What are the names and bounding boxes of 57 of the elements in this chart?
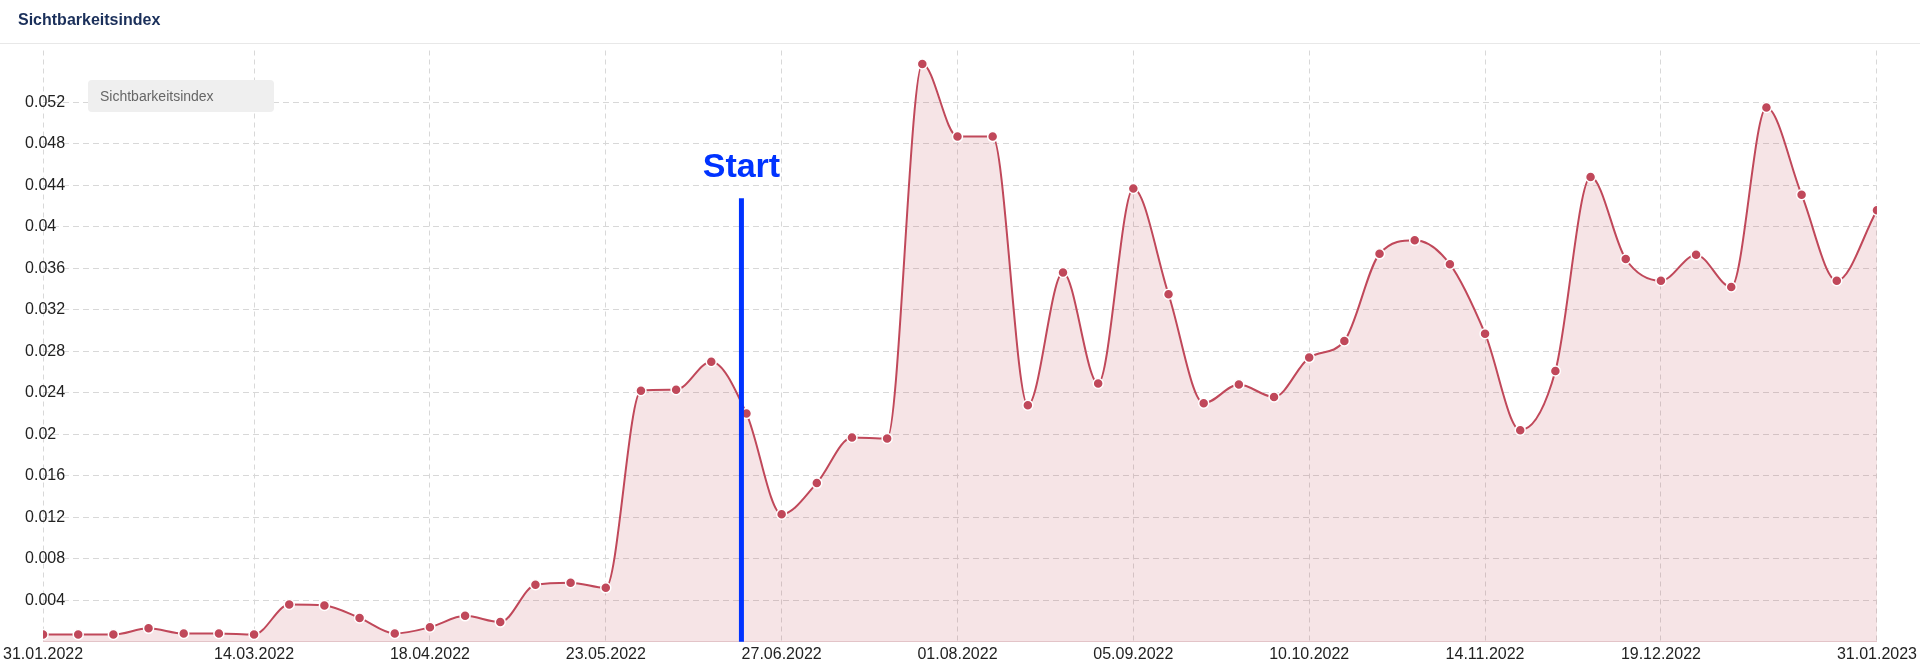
y-tick-label: 0.012: [25, 507, 66, 525]
x-tick-label: 01.08.2022: [917, 644, 998, 662]
y-tick-label: 0.008: [25, 549, 66, 567]
point: [1444, 258, 1456, 270]
y-tick-label: 0.052: [25, 92, 66, 110]
point: [177, 627, 190, 640]
point: [318, 599, 331, 612]
point: [1338, 335, 1351, 347]
point: [1127, 182, 1140, 195]
point: [1092, 377, 1104, 390]
y-tick-label: 0.048: [25, 134, 66, 152]
y-tick-label: 0.024: [25, 383, 66, 401]
y-tick-label: 0.032: [25, 300, 66, 318]
point: [494, 616, 507, 628]
ref-line-label: Start: [702, 145, 781, 184]
point: [283, 598, 295, 611]
point: [1655, 275, 1667, 287]
point: [459, 610, 471, 622]
x-tick-label: 10.10.2022: [1269, 644, 1350, 662]
point: [1690, 249, 1702, 261]
x-tick-label: 31.01.2022: [3, 644, 84, 662]
x-tick-label: 19.12.2022: [1620, 644, 1702, 662]
y-tick-label: 0.016: [25, 466, 66, 484]
x-tick-label: 23.05.2022: [565, 644, 646, 662]
point: [529, 579, 542, 591]
y-tick-label: 0.036: [25, 258, 66, 276]
point: [1303, 351, 1315, 364]
point: [107, 628, 120, 641]
y-tick-label: 0.004: [25, 590, 66, 608]
x-tick-label: 31.01.2023: [1836, 644, 1918, 662]
x-tick-label: 14.03.2022: [214, 644, 295, 662]
y-tick-label: 0.02: [25, 424, 57, 442]
y-tick-label: 0.044: [25, 175, 66, 193]
x-tick-label: 14.11.2022: [1445, 644, 1525, 662]
x-tick-label: 05.09.2022: [1093, 644, 1174, 662]
point: [389, 627, 401, 640]
point: [635, 385, 647, 397]
chart-title: Sichtbarkeitsindex: [0, 0, 1920, 44]
x-tick-label: 27.06.2022: [741, 644, 822, 662]
point: [951, 130, 964, 143]
point: [1268, 391, 1280, 403]
point: [1479, 327, 1491, 340]
legend-panel: Sichtbarkeitsindex: [88, 80, 274, 112]
point: [72, 628, 84, 641]
x-tick-label: 18.04.2022: [389, 644, 471, 662]
point: [881, 432, 893, 445]
point: [424, 621, 436, 634]
point: [775, 508, 788, 520]
point: [353, 612, 366, 624]
point: [600, 582, 612, 594]
point: [811, 477, 823, 489]
point: [248, 628, 260, 641]
point: [1831, 275, 1843, 287]
point: [1022, 399, 1034, 412]
y-tick-label: 0.028: [25, 341, 66, 359]
point: [1725, 281, 1737, 293]
y-tick-label: 0.04: [25, 217, 57, 235]
